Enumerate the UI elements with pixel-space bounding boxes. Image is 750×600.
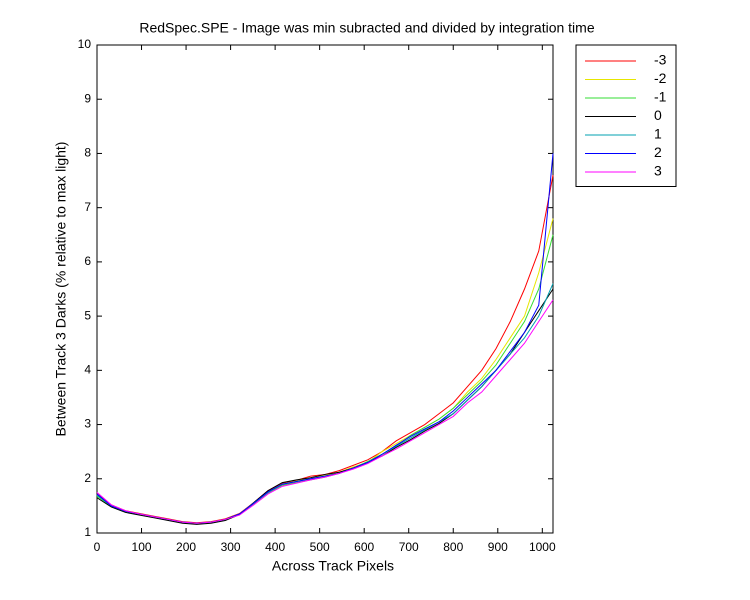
legend-label: -3 bbox=[654, 52, 667, 68]
legend-label: -2 bbox=[654, 70, 667, 86]
x-tick-label: 800 bbox=[443, 540, 463, 554]
x-tick-label: 0 bbox=[94, 540, 101, 554]
y-axis-label: Between Track 3 Darks (% relative to max… bbox=[53, 142, 69, 437]
x-tick-label: 900 bbox=[488, 540, 508, 554]
y-tick-label: 3 bbox=[84, 417, 91, 431]
y-tick-label: 7 bbox=[84, 200, 91, 214]
legend-label: 0 bbox=[654, 107, 662, 123]
chart-title: RedSpec.SPE - Image was min subracted an… bbox=[139, 20, 594, 36]
x-tick-label: 300 bbox=[221, 540, 241, 554]
y-tick-label: 2 bbox=[84, 471, 91, 485]
x-tick-label: 1000 bbox=[529, 540, 556, 554]
legend-box bbox=[575, 44, 677, 187]
y-tick-label: 10 bbox=[78, 37, 92, 51]
x-tick-label: 500 bbox=[310, 540, 330, 554]
y-tick-label: 4 bbox=[84, 363, 91, 377]
x-tick-label: 700 bbox=[399, 540, 419, 554]
series-line bbox=[96, 299, 554, 524]
x-tick-label: 200 bbox=[176, 540, 196, 554]
x-tick-label: 100 bbox=[132, 540, 152, 554]
y-tick-label: 9 bbox=[84, 91, 91, 105]
y-tick-label: 5 bbox=[84, 308, 91, 322]
y-tick-label: 6 bbox=[84, 254, 91, 268]
y-tick-label: 8 bbox=[84, 146, 91, 160]
legend-label: -1 bbox=[654, 89, 667, 105]
legend-label: 3 bbox=[654, 163, 662, 179]
x-tick-label: 600 bbox=[354, 540, 374, 554]
legend-label: 1 bbox=[654, 126, 662, 142]
legend-label: 2 bbox=[654, 144, 662, 160]
y-tick-label: 1 bbox=[84, 525, 91, 539]
x-tick-label: 400 bbox=[265, 540, 285, 554]
x-axis-label: Across Track Pixels bbox=[272, 558, 394, 574]
